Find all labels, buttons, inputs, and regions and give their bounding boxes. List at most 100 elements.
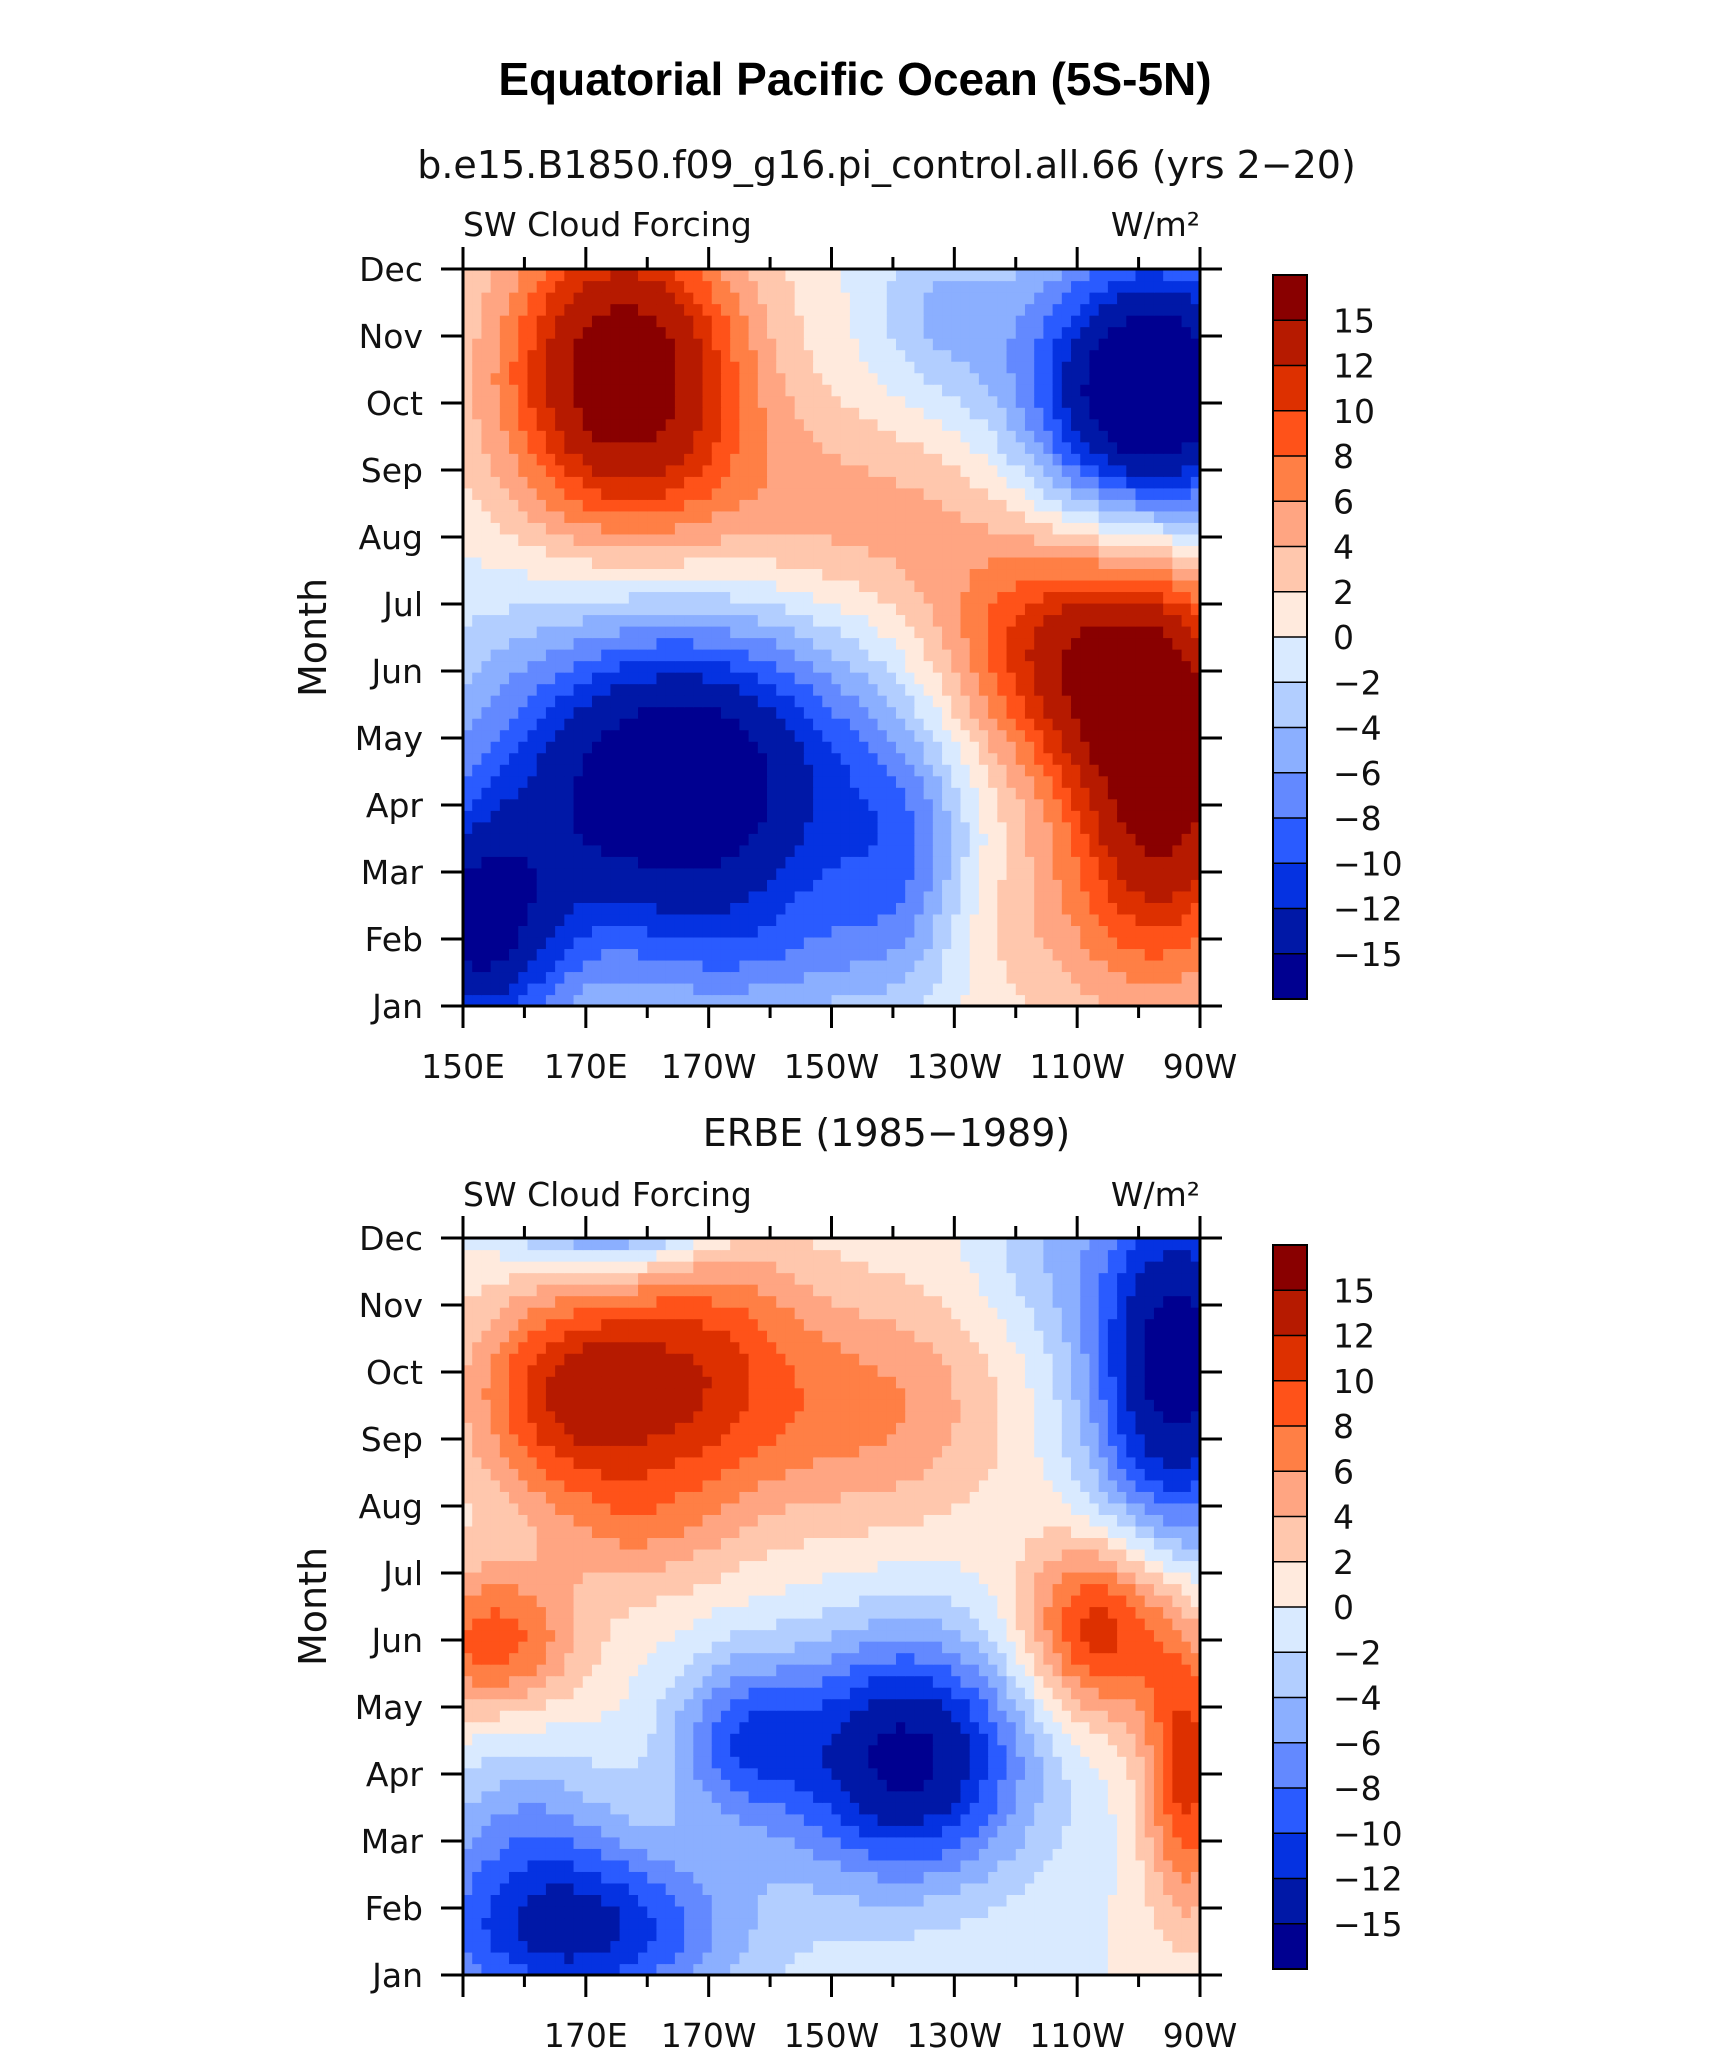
heatmap-cell [619,936,630,950]
heatmap-cell [472,579,483,593]
heatmap-cell [1098,591,1109,604]
heatmap-cell [720,395,731,408]
heatmap-cell [730,487,740,500]
heatmap-cell [923,879,934,892]
heatmap-cell [674,971,685,984]
heatmap-cell [536,292,547,305]
heatmap-cell [665,476,676,489]
heatmap-cell [1080,430,1091,443]
heatmap-cell [684,326,694,339]
heatmap-cell [739,326,750,339]
heatmap-cell [720,729,731,742]
heatmap-cell [1190,430,1201,443]
heatmap-cell [518,591,529,604]
heatmap-cell [656,361,667,374]
heatmap-cell [1024,787,1035,800]
heatmap-cell [840,579,851,593]
heatmap-cell [527,706,538,719]
heatmap-cell [1024,867,1035,880]
heatmap-cell [1061,833,1072,846]
heatmap-cell [739,602,750,616]
heatmap-cell [656,292,667,305]
heatmap-cell [895,821,906,834]
heatmap-cell [1034,660,1044,673]
heatmap-cell [988,602,998,616]
heatmap-cell [803,994,814,1007]
heatmap-cell [619,361,630,374]
heatmap-cell [840,591,851,604]
heatmap-cell [1153,510,1164,523]
heatmap-cell [785,936,796,950]
heatmap-cell [582,453,593,466]
heatmap-cell [767,798,777,811]
heatmap-cell [803,856,814,869]
heatmap-cell [960,672,971,685]
heatmap-cell [951,326,962,339]
heatmap-cell [803,487,814,500]
heatmap-cell [1080,879,1091,892]
heatmap-cell [582,591,593,604]
heatmap-cell [969,510,980,523]
heatmap-cell [813,556,823,570]
heatmap-cell [545,649,556,662]
heatmap-cell [518,487,529,500]
heatmap-cell [886,430,897,443]
heatmap-cell [988,948,998,961]
heatmap-cell [942,971,952,984]
heatmap-cell [573,487,584,500]
heatmap-cell [1144,867,1155,880]
heatmap-cell [665,798,676,811]
heatmap-cell [1024,706,1035,719]
heatmap-cell [647,649,658,662]
heatmap-cell [545,959,556,973]
heatmap-cell [840,660,851,673]
heatmap-cell [739,453,750,466]
heatmap-cell [757,499,768,512]
heatmap-cell [527,660,538,673]
heatmap-cell [674,948,685,961]
heatmap-cell [1043,464,1054,477]
heatmap-cell [942,695,952,708]
heatmap-cell [757,395,768,408]
heatmap-cell [1190,729,1201,742]
heatmap-cell [1024,556,1035,570]
heatmap-cell [1015,902,1026,915]
heatmap-cell [674,764,685,777]
heatmap-cell [767,982,777,996]
heatmap-cell [545,741,556,754]
heatmap-cell [591,718,602,731]
heatmap-cell [499,533,510,546]
heatmap-cell [665,292,676,305]
heatmap-cell [1126,936,1137,950]
heatmap-cell [739,533,750,546]
heatmap-cell [1015,706,1026,719]
heatmap-cell [978,959,989,973]
heatmap-cell [748,936,759,950]
heatmap-cell [1061,602,1072,616]
heatmap-cell [610,959,621,973]
heatmap-cell [665,510,676,523]
heatmap-cell [877,982,888,996]
heatmap-cell [739,810,750,823]
heatmap-cell [1089,338,1100,351]
heatmap-cell [886,718,897,731]
heatmap-cell [545,833,556,846]
heatmap-cell [1181,775,1192,788]
heatmap-cell [555,407,565,420]
heatmap-cell [905,971,916,984]
heatmap-cell [702,637,713,650]
heatmap-cell [711,533,722,546]
heatmap-cell [951,971,962,984]
heatmap-cell [822,833,833,846]
heatmap-cell [665,959,676,973]
heatmap-cell [582,810,593,823]
heatmap-cell [647,764,658,777]
heatmap-cell [1153,948,1164,961]
heatmap-cell [849,798,860,811]
heatmap-cell [490,948,501,961]
heatmap-cell [711,672,722,685]
heatmap-cell [628,810,639,823]
heatmap-cell [1034,418,1044,431]
heatmap-cell [1089,810,1100,823]
heatmap-cell [545,637,556,650]
